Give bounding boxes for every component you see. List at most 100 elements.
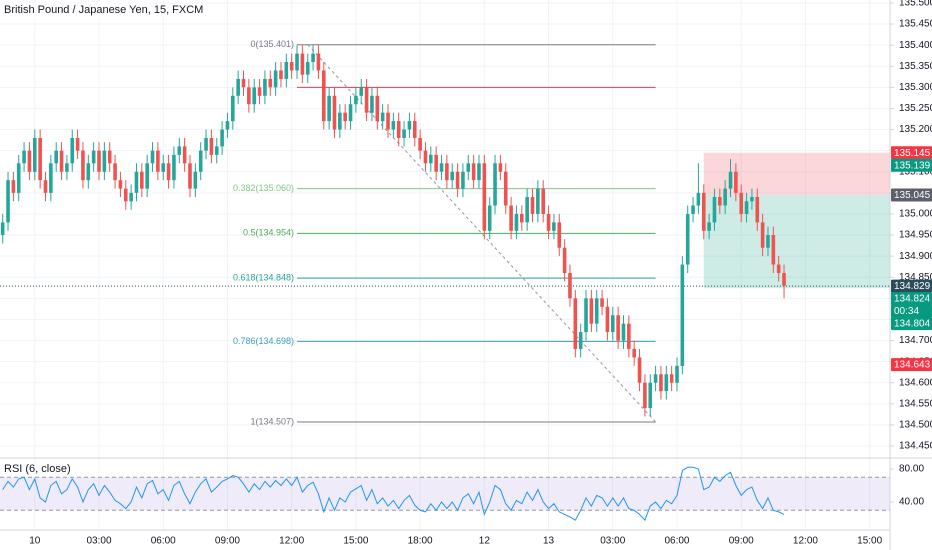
candle-body [193,171,198,189]
candle-body [728,171,733,189]
y-tick-label: 134.550 [899,398,932,409]
candle-body [284,62,289,79]
candle-body [637,357,642,383]
candle-body [113,163,117,181]
candle-body [38,137,42,181]
candle-body [503,171,508,206]
candle-body [482,163,487,231]
candle-body [166,163,171,181]
y-tick-label: 135.400 [899,40,932,51]
candle-body [568,273,572,299]
candle-body [289,62,294,71]
price-tag-label: 00:34 [894,306,919,317]
price-tag-label: 135.045 [894,190,931,201]
candle-body [43,180,48,193]
candle-body [354,95,358,105]
candle-body [498,163,503,172]
candle-body [321,70,326,122]
candle-body [429,154,433,164]
candle-body [605,306,610,333]
candle-body [198,150,203,172]
candle-body [225,121,230,130]
candle-body [760,222,765,248]
candle-body [536,188,540,214]
candle-body [102,150,107,172]
fib-label: 0(135.401) [250,39,294,49]
candle-body [434,154,438,172]
price-tag-label: 134.824 [894,294,931,305]
candle-body [519,213,524,223]
candle-body [653,374,658,383]
candle-body [0,222,5,236]
title-background [0,2,152,18]
price-tag-label: 135.145 [894,148,931,159]
candle-body [530,197,535,214]
fib-label: 1(134.507) [250,416,294,426]
candle-body [439,163,444,172]
candle-body [257,87,262,96]
candle-body [627,323,631,349]
candle-body [49,163,53,193]
candle-body [204,137,208,151]
candle-body [65,163,69,172]
y-tick-label: 134.450 [899,441,932,452]
y-tick-label: 134.600 [899,377,932,388]
candle-body [643,382,647,409]
candle-body [16,163,21,193]
price-tag-label: 135.139 [894,160,931,171]
rsi-title: RSI (6, close) [4,463,71,475]
candle-body [214,146,219,155]
x-tick-label: 12 [479,536,491,547]
candle-body [6,180,10,223]
candle-body [669,374,674,383]
y-tick-label: 134.850 [899,272,932,283]
candle-body [70,137,75,164]
x-tick-label: 06:00 [664,536,689,547]
candle-body [268,78,273,88]
candle-body [311,53,315,63]
candle-body [493,163,497,206]
candle-body [231,95,235,122]
candle-body [723,188,727,206]
candle-body [648,382,653,409]
rsi-tick-label: 40.00 [899,497,924,508]
candle-body [32,137,37,172]
candle-body [59,150,64,172]
candle-body [327,95,331,122]
candle-body [707,222,711,231]
price-tag [891,146,932,160]
candle-body [161,163,166,172]
candle-body [546,213,551,231]
y-tick-label: 135.450 [899,19,932,30]
y-tick-label: 134.500 [899,420,932,431]
candle-body [11,180,16,193]
candle-body [145,163,149,189]
x-tick-label: 09:00 [215,536,240,547]
x-tick-label: 18:00 [408,536,433,547]
candle-body [177,146,182,155]
y-tick-label: 135.000 [899,209,932,220]
candle-body [343,112,347,122]
y-tick-label: 135.200 [899,124,932,135]
candle-body [718,197,722,206]
candle-body [220,129,224,147]
candle-body [461,171,465,189]
y-tick-label: 134.900 [899,251,932,262]
candle-body [573,298,578,349]
candle-body [241,78,246,88]
candle-body [134,171,139,193]
y-tick-label: 135.350 [899,61,932,72]
candle-body [589,298,594,324]
candle-body [664,374,669,392]
candle-body [680,264,685,366]
candle-body [123,188,128,202]
candle-body [621,323,626,341]
candle-body [386,112,390,130]
price-tag [891,158,932,172]
candle-body [300,53,305,75]
x-tick-label: 09:00 [729,536,754,547]
candle-body [22,150,26,164]
candle-body [407,121,412,130]
drawing-tools: 0(135.401) 0.382(135.060) 0.5(134.954) 0.61… [0,39,890,511]
candle-body [129,192,133,202]
